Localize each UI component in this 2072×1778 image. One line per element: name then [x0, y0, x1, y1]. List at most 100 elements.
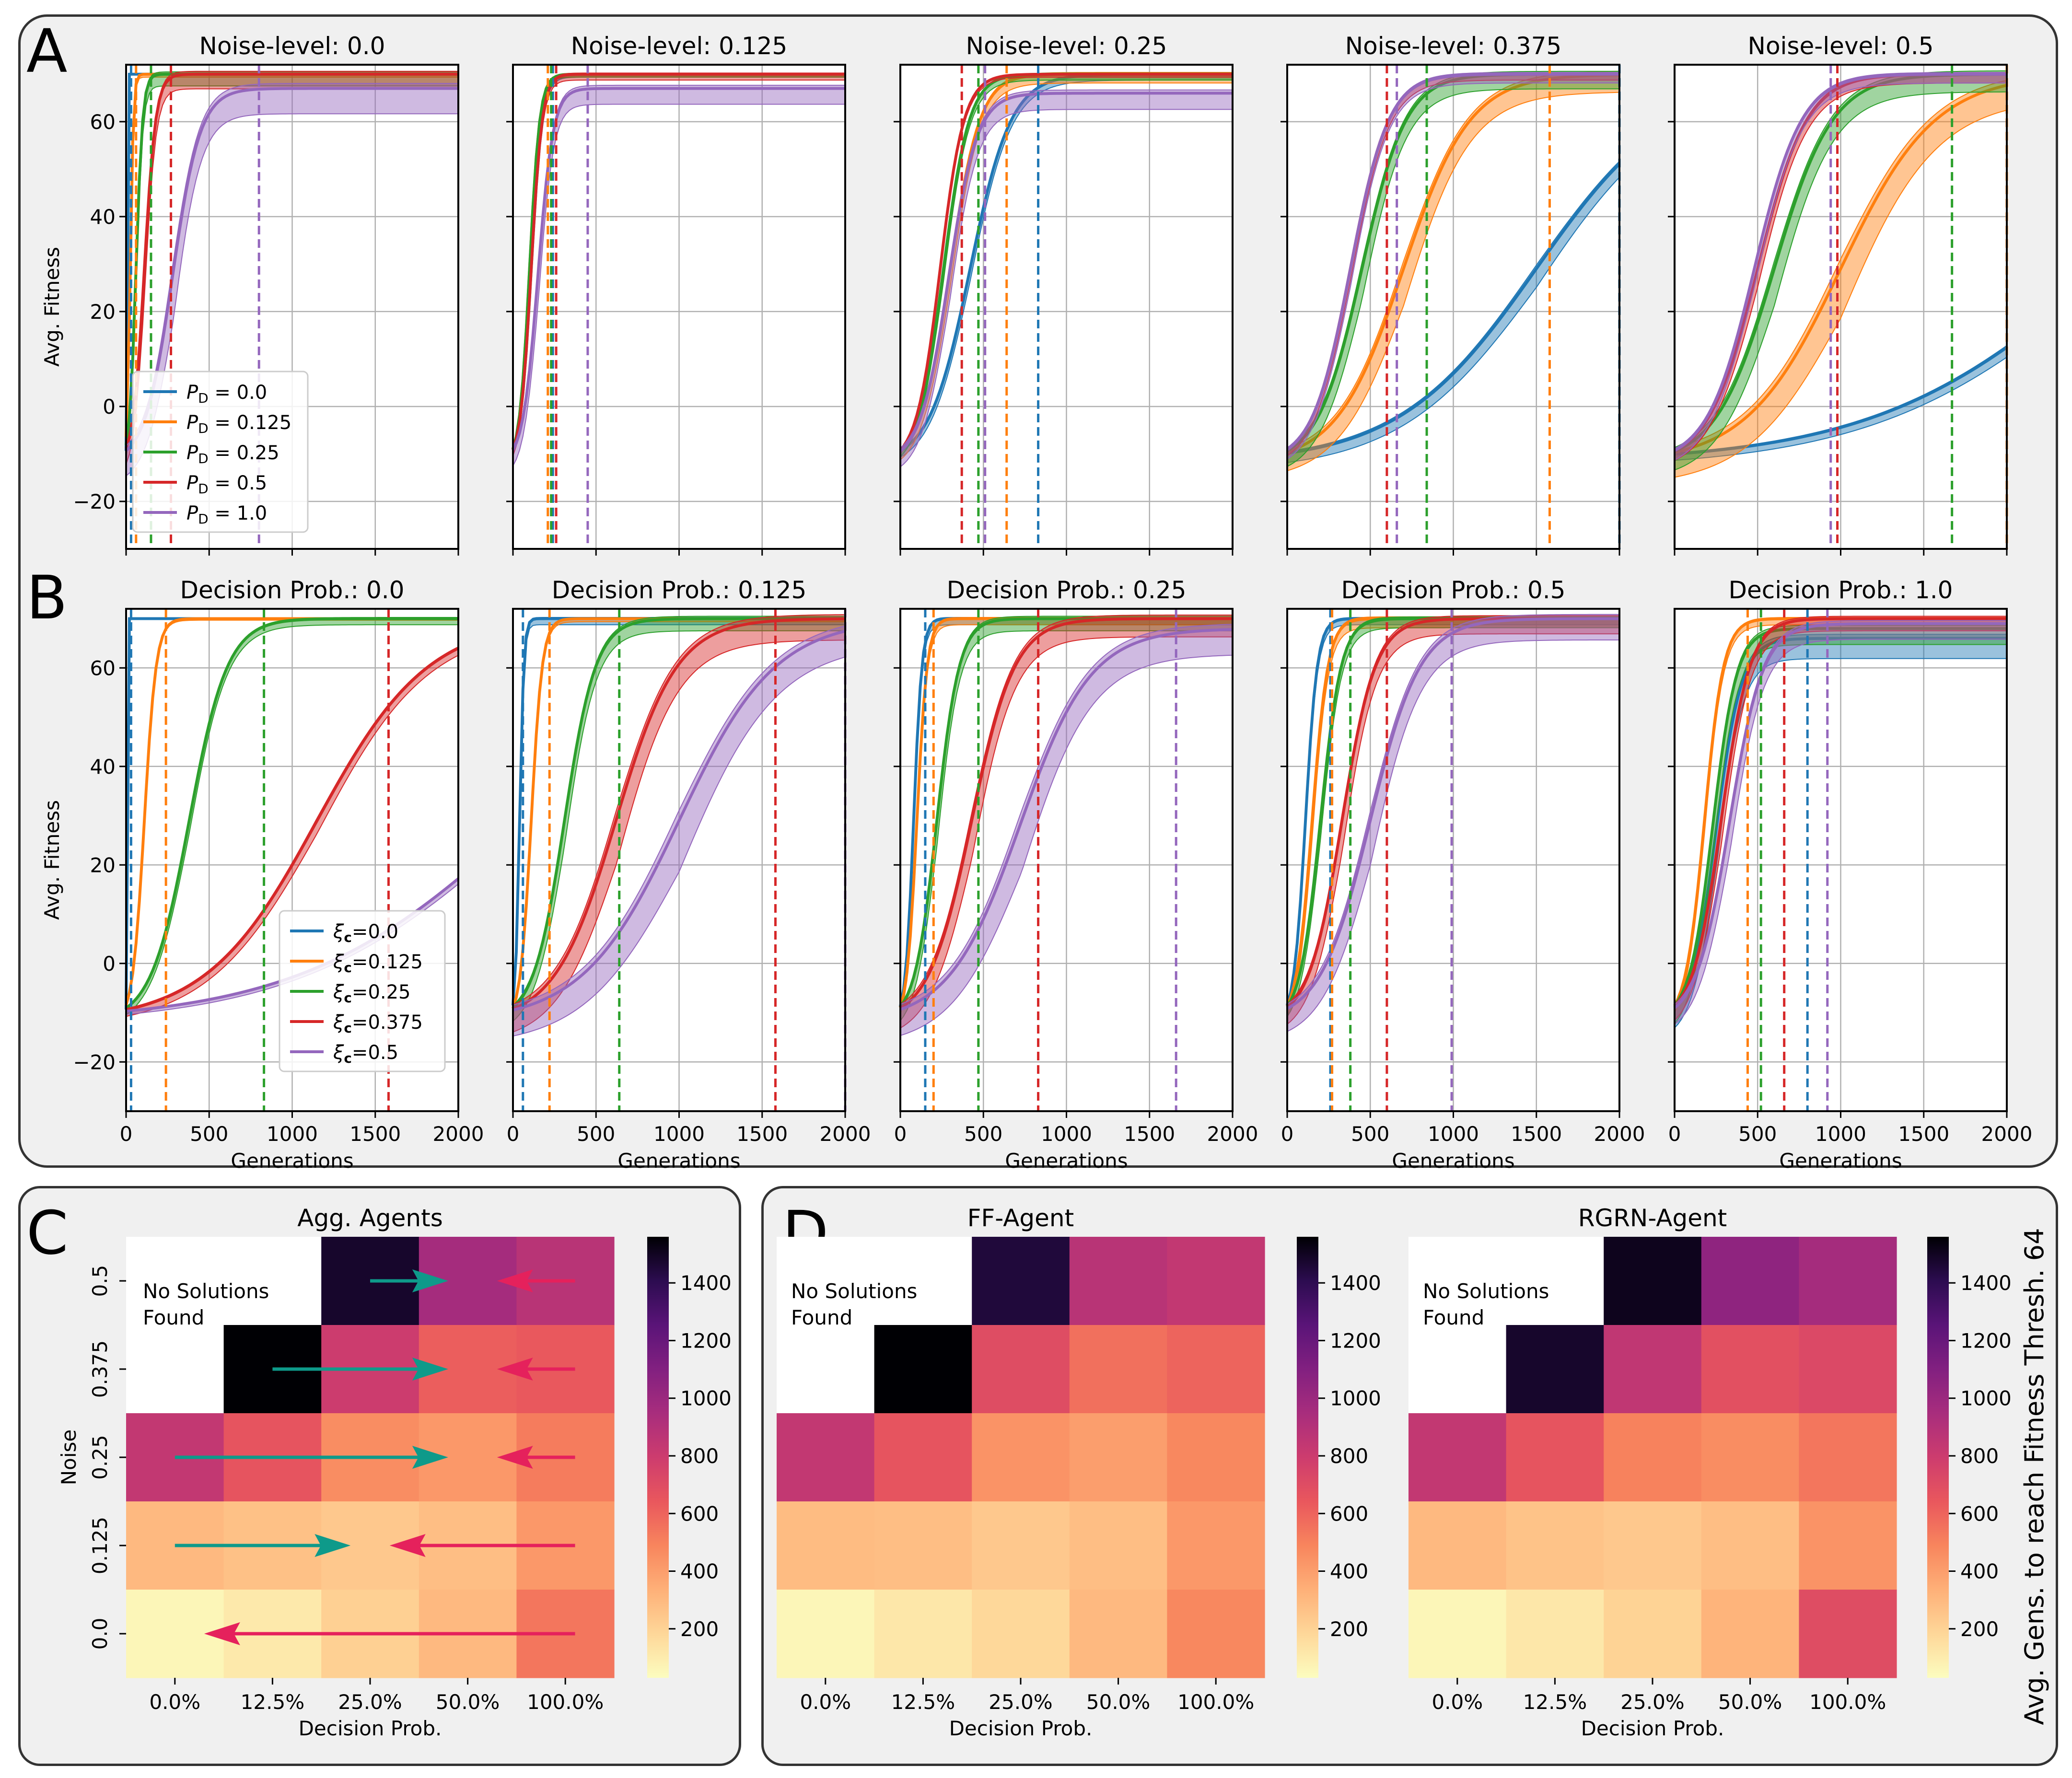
heat-x-tick-label: 100.0% — [1177, 1690, 1254, 1714]
heatmap-cell — [1069, 1237, 1167, 1325]
line-subplot-1-0: Decision Prob.: 0.0 −20 0 20 40 60 Avg. Fitnes… — [40, 576, 484, 1173]
colorbar-tick-label: 1200 — [1330, 1329, 1381, 1352]
heatmap-cell — [1167, 1413, 1265, 1502]
legend-pd: PD = 0.0 PD = 0.125 PD = 0.25 PD = 0.5 PD = … — [132, 371, 309, 533]
heat-y-tick-label: 0.5 — [88, 1265, 112, 1297]
y-tick-label: 60 — [90, 656, 116, 680]
colorbar-tick-label: 1400 — [680, 1271, 732, 1295]
legend-entry-0: PD = 0.0 — [186, 382, 267, 406]
colorbar — [1297, 1237, 1318, 1678]
legend-box — [279, 910, 446, 1072]
x-tick-label: 1500 — [736, 1122, 788, 1146]
legend-entry-2: ξc=0.25 — [333, 981, 411, 1006]
heatmap-cell — [1701, 1413, 1799, 1502]
colorbar-tick-label: 1000 — [680, 1387, 732, 1410]
x-axis-label: Generations — [1779, 1149, 1902, 1173]
arrow-teal-4 — [175, 1446, 448, 1469]
legend-entry-0: ξc=0.0 — [333, 921, 398, 945]
arrow-head — [412, 1269, 448, 1292]
line-series-4 — [899, 92, 1233, 453]
subplot-title: Decision Prob.: 0.0 — [180, 576, 405, 604]
heatmap-cell — [1069, 1325, 1167, 1414]
heatmap-cell — [1506, 1325, 1604, 1414]
line-subplot-0-3: Noise-level: 0.375 — [1280, 32, 1621, 556]
heatmap-cell — [1506, 1413, 1604, 1502]
heatmap-cell — [972, 1325, 1070, 1414]
heat-x-tick-label: 50.0% — [1718, 1690, 1782, 1714]
line-subplot-1-1: Decision Prob.: 0.125 0 500 1000 1500 2000 Gen… — [506, 576, 871, 1173]
heatmap-cell — [1604, 1413, 1702, 1502]
line-series-4 — [1286, 617, 1620, 1010]
x-axis-label: Generations — [1392, 1149, 1514, 1173]
x-tick-label: 1000 — [1428, 1122, 1479, 1146]
heatmap-cell — [874, 1413, 972, 1502]
heatmap-cell — [777, 1413, 875, 1502]
x-tick-label: 500 — [577, 1122, 615, 1146]
colorbar-label: Avg. Gens. to reach Fitness Thresh. 64 — [2019, 1228, 2049, 1725]
heatmap-cell — [223, 1237, 322, 1325]
no-solutions-label: Found — [143, 1306, 204, 1329]
arrow-pink-7 — [389, 1534, 575, 1557]
arrow-teal-2 — [272, 1358, 448, 1381]
heatmap-cell — [777, 1325, 875, 1414]
heatmap-cell — [1069, 1501, 1167, 1590]
x-tick-label: 500 — [964, 1122, 1002, 1146]
heatmap-cell — [972, 1501, 1070, 1590]
heatmap-2: RGRN-Agent No Solutions Found 0.0% 12.5% 25.0… — [1408, 1204, 2049, 1740]
heat-x-tick-label: 100.0% — [527, 1690, 604, 1714]
y-tick-label: 60 — [90, 110, 116, 134]
colorbar-tick-label: 1400 — [1330, 1271, 1381, 1295]
line-subplot-0-1: Noise-level: 0.125 — [506, 32, 846, 556]
heatmap-cell — [1408, 1590, 1507, 1678]
x-tick-label: 1500 — [1898, 1122, 1949, 1146]
heatmap-cell — [972, 1590, 1070, 1678]
colorbar-tick-label: 600 — [1960, 1502, 1999, 1525]
heatmap-cell — [1506, 1237, 1604, 1325]
colorbar-tick-label: 400 — [1960, 1560, 1999, 1583]
heatmap-cell — [1701, 1237, 1799, 1325]
heatmap-title: RGRN-Agent — [1578, 1204, 1727, 1232]
legend-entry-1: ξc=0.125 — [333, 951, 423, 976]
heatmap-cell — [1604, 1590, 1702, 1678]
line-series-0 — [1287, 163, 1621, 455]
colorbar-tick-label: 200 — [1330, 1617, 1368, 1641]
heat-y-tick-label: 0.0 — [88, 1618, 112, 1650]
x-tick-label: 1500 — [1124, 1122, 1175, 1146]
line-subplot-1-3: Decision Prob.: 0.5 0 500 1000 1500 2000 Gener… — [1280, 576, 1645, 1173]
heat-x-axis-label: Decision Prob. — [949, 1717, 1093, 1740]
line-series-4 — [1673, 622, 2007, 1010]
heatmap-cell — [972, 1413, 1070, 1502]
line-series-1 — [1287, 73, 1620, 453]
heat-y-tick-label: 0.25 — [88, 1435, 112, 1480]
no-solutions-label: No Solutions — [791, 1279, 917, 1303]
legend-entry-2: PD = 0.25 — [186, 442, 279, 466]
colorbar-tick-label: 600 — [1330, 1502, 1368, 1525]
legend-entry-3: ξc=0.375 — [333, 1011, 423, 1036]
x-tick-label: 2000 — [1594, 1122, 1645, 1146]
line-series-4 — [1674, 72, 2007, 452]
arrow-head — [204, 1622, 240, 1645]
colorbar-tick-label: 1000 — [1330, 1387, 1381, 1410]
y-axis-label: Avg. Fitness — [40, 247, 64, 367]
heat-x-tick-label: 50.0% — [436, 1690, 500, 1714]
line-series-2 — [1673, 627, 2007, 1008]
heatmap-cell — [1799, 1237, 1897, 1325]
legend-box — [132, 371, 309, 533]
colorbar-tick-label: 800 — [1330, 1444, 1368, 1468]
arrow-head — [497, 1358, 533, 1381]
heatmap-cell — [874, 1590, 972, 1678]
x-tick-label: 500 — [190, 1122, 228, 1146]
arrow-head — [389, 1534, 426, 1557]
line-series-3 — [899, 72, 1233, 451]
colorbar-tick-label: 1200 — [680, 1329, 732, 1352]
colorbar-tick-label: 1000 — [1960, 1387, 2012, 1410]
heatmap-cell — [1799, 1501, 1897, 1590]
line-series-4 — [125, 87, 458, 452]
y-tick-label: 0 — [103, 952, 116, 976]
heatmap-cell — [972, 1237, 1070, 1325]
arrow-head — [497, 1269, 533, 1292]
panel-label-c: C — [26, 1198, 68, 1268]
colorbar-tick-label: 1400 — [1960, 1271, 2012, 1295]
y-tick-label: 20 — [90, 300, 116, 324]
